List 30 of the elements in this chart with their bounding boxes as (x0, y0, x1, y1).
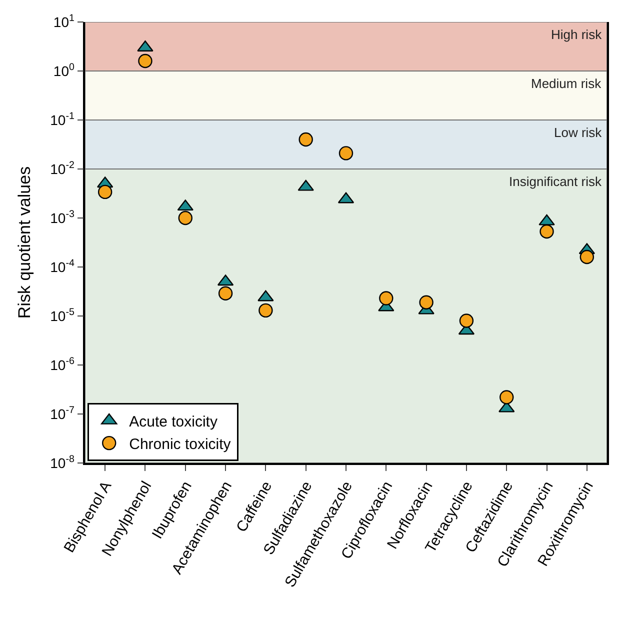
y-tick-label: 10$^{-2}$ (50, 160, 74, 177)
point (178, 210, 192, 226)
point (298, 132, 313, 147)
y-tick-label: 10$^{0}$ (53, 62, 75, 79)
point (580, 250, 594, 264)
y-tick-label: 10$^{-3}$ (50, 209, 75, 226)
y-tick-label: 10$^{-1}$ (50, 111, 74, 128)
band-label: Medium risk (531, 76, 602, 91)
point (500, 390, 514, 404)
point (419, 295, 434, 310)
y-tick-label: 10$^{-6}$ (50, 356, 75, 373)
legend-label: Acute toxicity (129, 413, 218, 430)
band-label: Insignificant risk (509, 174, 602, 189)
point (540, 224, 554, 239)
point (138, 54, 152, 68)
y-tick-label: 10$^{-7}$ (50, 405, 74, 422)
y-tick-label: 10$^{-4}$ (50, 258, 75, 275)
point (218, 286, 233, 300)
legend-label: Chronic toxicity (129, 436, 232, 453)
y-tick-label: 10$^{-8}$ (50, 454, 75, 471)
point (459, 314, 474, 328)
point (98, 184, 112, 200)
point (338, 146, 354, 160)
y-axis-title: Risk quotient values (15, 166, 34, 319)
band-label: Low risk (554, 125, 602, 140)
y-tick-label: 10$^{1}$ (53, 13, 74, 30)
y-tick-label: 10$^{-5}$ (50, 307, 75, 324)
point (379, 291, 394, 306)
point (258, 303, 273, 318)
band-label: High risk (551, 27, 602, 42)
